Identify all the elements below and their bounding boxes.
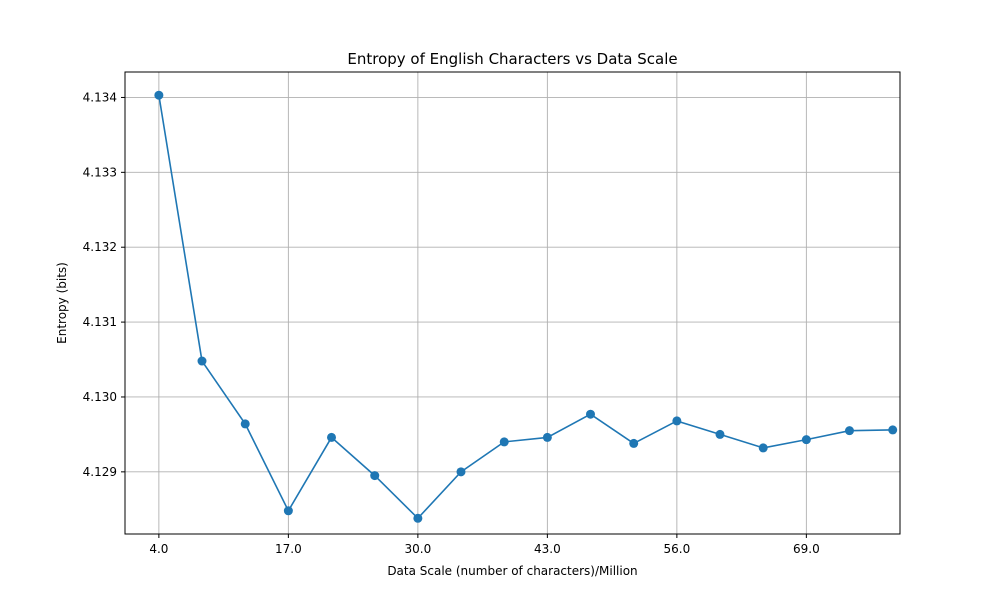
x-tick-label: 30.0 (405, 542, 432, 556)
data-point (542, 432, 552, 442)
data-point (758, 443, 768, 453)
y-tick-label: 4.129 (83, 465, 117, 479)
y-axis-label: Entropy (bits) (55, 262, 69, 344)
data-point (456, 467, 466, 477)
x-tick-label: 69.0 (793, 542, 820, 556)
grid-layer (125, 72, 900, 534)
data-point (715, 429, 725, 439)
series-layer (154, 90, 898, 523)
chart-title: Entropy of English Characters vs Data Sc… (347, 50, 677, 68)
data-point (197, 356, 207, 366)
data-point (240, 419, 250, 429)
data-point (370, 471, 380, 481)
data-point (327, 432, 337, 442)
data-point (844, 426, 854, 436)
y-tick-label: 4.132 (83, 240, 117, 254)
tick-layer: 4.0 17.0 30.0 43.0 56.0 69.0 4.129 4.130 4.131 4.… (83, 90, 820, 556)
y-tick-label: 4.131 (83, 315, 117, 329)
x-tick-label: 4.0 (149, 542, 168, 556)
data-point (413, 513, 423, 523)
data-point (499, 437, 509, 447)
data-point (629, 438, 639, 448)
x-tick-label: 56.0 (664, 542, 691, 556)
series-line (158, 95, 893, 520)
data-point (585, 409, 595, 419)
data-point (888, 425, 898, 435)
x-tick-label: 17.0 (275, 542, 302, 556)
plot-frame (124, 71, 901, 535)
y-tick-label: 4.133 (83, 165, 117, 179)
data-point (154, 90, 164, 100)
y-tick-label: 4.134 (83, 90, 117, 104)
x-axis-label: Data Scale (number of characters)/Millio… (387, 564, 637, 578)
x-tick-label: 43.0 (534, 542, 561, 556)
data-point (801, 435, 811, 445)
data-point (672, 416, 682, 426)
data-point (283, 506, 293, 516)
y-tick-label: 4.130 (83, 390, 117, 404)
